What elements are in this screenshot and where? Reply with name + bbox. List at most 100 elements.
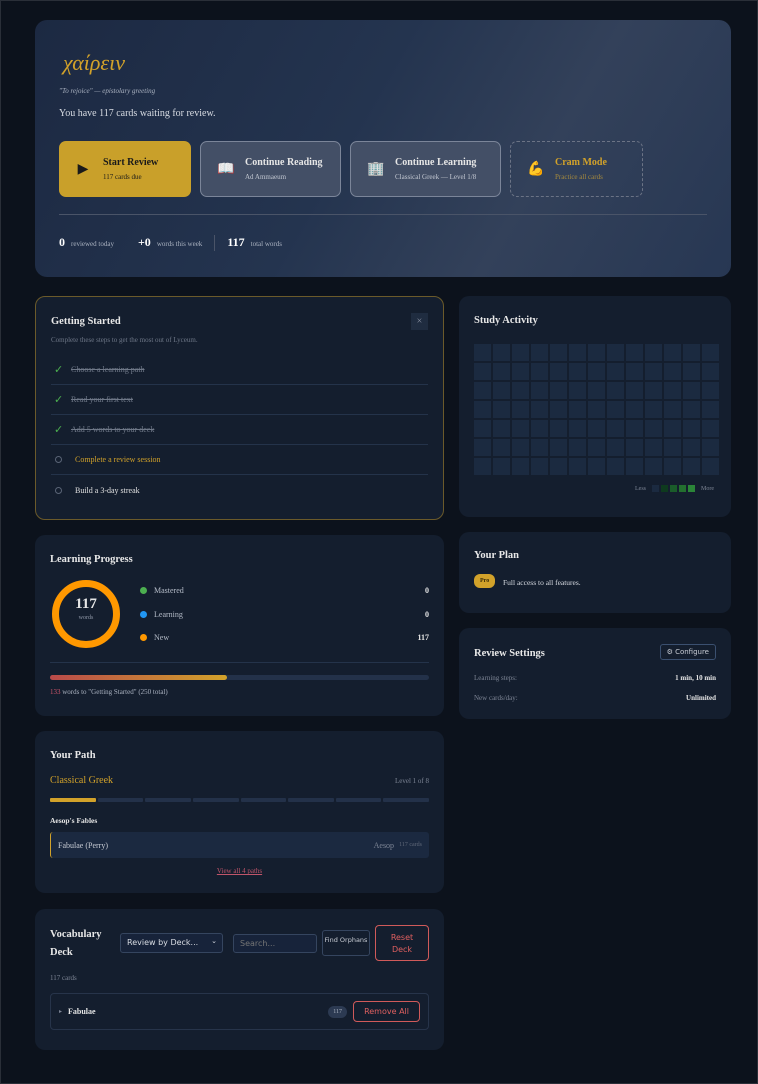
activity-cell [664, 420, 681, 437]
activity-cell [474, 458, 491, 475]
checklist-item[interactable]: ✓ Add 5 words to your deck [51, 415, 428, 445]
setting-row: New cards/day: Unlimited [474, 694, 716, 702]
view-all-paths-link[interactable]: View all 4 paths [216, 867, 263, 875]
checklist-item[interactable]: Build a 3-day streak [51, 475, 428, 505]
activity-cell [664, 344, 681, 361]
start-review-button[interactable]: ▶ Start Review 117 cards due [59, 141, 191, 197]
activity-cell [626, 363, 643, 380]
remove-all-button[interactable]: Remove All [353, 1001, 420, 1022]
activity-cell [683, 363, 700, 380]
legend-mastered: Mastered 0 [140, 586, 429, 595]
activity-cell [645, 344, 662, 361]
activity-cell [588, 382, 605, 399]
reset-deck-button[interactable]: Reset Deck [375, 925, 429, 961]
activity-cell [702, 344, 719, 361]
activity-cell [550, 363, 567, 380]
activity-cell [550, 458, 567, 475]
continue-learning-button[interactable]: 🏢 Continue Learning Classical Greek — Leve… [350, 141, 501, 197]
legend-swatch [688, 485, 695, 492]
stat-label: reviewed today [71, 240, 114, 248]
activity-cell [626, 401, 643, 418]
activity-cell [683, 382, 700, 399]
progress-bar [50, 675, 429, 680]
card-title: Getting Started [51, 316, 121, 327]
continue-reading-button[interactable]: 📖 Continue Reading Ad Ammaeum [200, 141, 341, 197]
activity-cell [607, 344, 624, 361]
step-label: Read your first text [71, 395, 133, 404]
button-title: Cram Mode [555, 157, 607, 168]
checklist-item[interactable]: Complete a review session [51, 445, 428, 475]
chevron-down-icon: ⌄ [211, 937, 217, 945]
card-description: Complete these steps to get the most out… [51, 336, 198, 344]
level-segment [383, 798, 429, 802]
remaining-count: 133 [50, 688, 61, 696]
legend-label: New [154, 633, 170, 642]
text-item[interactable]: Fabulae (Perry) Aesop 117 cards [50, 832, 429, 858]
deck-row[interactable]: ▸ Fabulae 117 Remove All [50, 993, 429, 1030]
stat-value: +0 [137, 235, 151, 249]
activity-cell [702, 458, 719, 475]
study-activity-card: Study Activity Less More [459, 296, 731, 517]
book-icon: 📖 [217, 161, 235, 177]
activity-cell [702, 420, 719, 437]
step-label: Complete a review session [75, 455, 161, 464]
activity-cell [702, 382, 719, 399]
activity-cell [664, 363, 681, 380]
circle-icon [55, 486, 62, 494]
card-count: 117 cards [50, 974, 77, 982]
activity-cell [569, 420, 586, 437]
button-title: Continue Learning [395, 157, 477, 168]
activity-cell [569, 344, 586, 361]
legend-label: Learning [154, 610, 183, 619]
legend-label: Mastered [154, 586, 184, 595]
activity-cell [550, 439, 567, 456]
total-label: words [78, 615, 94, 621]
learning-progress-card: Learning Progress 117 words Mastered 0 Le… [35, 535, 444, 716]
activity-cell [512, 420, 529, 437]
deck-select[interactable]: Review by Deck... ⌄ [120, 933, 223, 953]
button-subtitle: Ad Ammaeum [245, 173, 287, 181]
activity-cell [664, 439, 681, 456]
activity-cell [474, 382, 491, 399]
hero-panel: χαίρειν "To rejoice" — epistolary greeti… [35, 20, 731, 277]
progress-fill [50, 675, 228, 680]
getting-started-card: Getting Started × Complete these steps t… [35, 296, 444, 520]
activity-cell [493, 344, 510, 361]
activity-cell [702, 401, 719, 418]
card-title: Your Plan [474, 550, 520, 561]
activity-cell [607, 401, 624, 418]
activity-cell [474, 344, 491, 361]
total-words: 117 [75, 596, 97, 612]
check-icon: ✓ [54, 394, 64, 406]
expand-icon[interactable]: ▸ [59, 1009, 63, 1015]
activity-cell [645, 382, 662, 399]
cram-mode-button[interactable]: 💪 Cram Mode Practice all cards [510, 141, 643, 197]
activity-cell [474, 420, 491, 437]
activity-cell [645, 458, 662, 475]
find-orphans-button[interactable]: Find Orphans [322, 930, 370, 956]
activity-cell [493, 382, 510, 399]
activity-cell [588, 439, 605, 456]
activity-cell [702, 439, 719, 456]
circle-icon [55, 456, 62, 463]
checklist-item[interactable]: ✓ Read your first text [51, 385, 428, 415]
activity-cell [531, 439, 548, 456]
activity-cell [531, 363, 548, 380]
activity-cell [550, 344, 567, 361]
search-input[interactable] [233, 934, 317, 953]
close-button[interactable]: × [411, 313, 428, 330]
activity-cell [645, 420, 662, 437]
configure-button[interactable]: ⚙ Configure [659, 644, 716, 660]
dot-icon [140, 587, 147, 594]
activity-cell [512, 458, 529, 475]
vocabulary-deck-card: Vocabulary Deck Review by Deck... ⌄ Find … [35, 909, 444, 1050]
your-path-card: Your Path Classical Greek Level 1 of 8 A… [35, 731, 444, 893]
checklist-item[interactable]: ✓ Choose a learning path [51, 355, 428, 385]
legend-new: New 117 [140, 633, 429, 642]
activity-cell [569, 401, 586, 418]
path-name[interactable]: Classical Greek [50, 775, 114, 786]
plan-badge: Pro [474, 574, 496, 588]
card-title: Study Activity [474, 315, 538, 326]
activity-cell [512, 382, 529, 399]
activity-cell [645, 439, 662, 456]
